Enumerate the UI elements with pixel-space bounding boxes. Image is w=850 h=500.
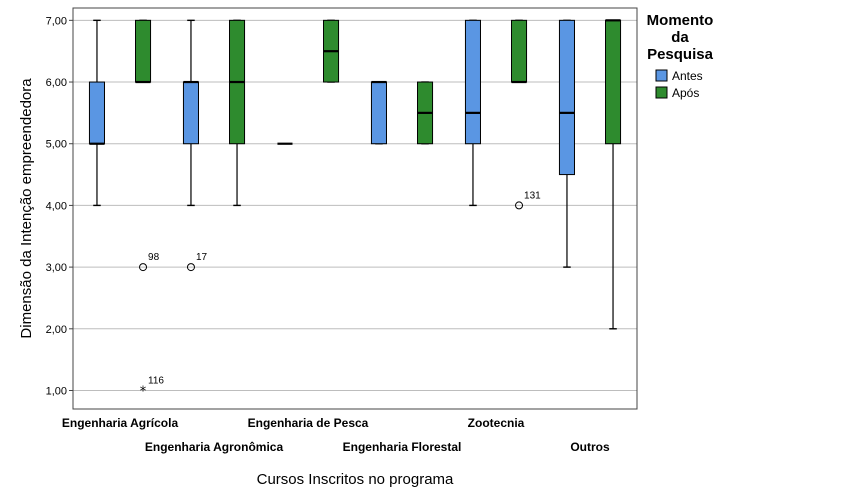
plot-frame	[72, 7, 638, 410]
outlier-label: 98	[148, 252, 160, 263]
outliers: 98 *116 17 131	[139, 190, 541, 399]
box-antes-4	[464, 19, 481, 207]
box-antes-0	[88, 19, 105, 207]
x-category-label: Zootecnia	[468, 416, 525, 430]
legend-title-line: da	[671, 29, 689, 46]
outlier-star: *	[140, 384, 147, 399]
y-tick-label: 1,00	[46, 385, 67, 397]
box-após-0	[135, 19, 152, 84]
iqr-box	[135, 19, 152, 83]
y-tick-label: 4,00	[46, 200, 67, 212]
outlier-label: 17	[196, 252, 208, 263]
box-após-1	[229, 19, 246, 207]
x-category-labels: Engenharia Agrícola Engenharia Agronômica…	[62, 416, 610, 454]
x-axis-title: Cursos Inscritos no programa	[257, 471, 454, 488]
legend-title-line: Momento	[647, 12, 714, 29]
iqr-box	[370, 81, 387, 145]
y-tick-label: 2,00	[46, 324, 67, 336]
box-após-3	[417, 81, 434, 145]
legend: Momento da Pesquisa Antes Após	[647, 12, 714, 100]
iqr-box	[558, 19, 575, 176]
iqr-box	[464, 19, 481, 145]
outlier-label: 116	[148, 375, 164, 386]
box-antes-3	[370, 80, 387, 145]
y-tick-labels: 1,00 2,00 3,00 4,00 5,00 6,00 7,00	[46, 15, 73, 397]
gridlines	[73, 19, 637, 391]
y-axis-title: Dimensão da Intenção empreendedora	[18, 78, 35, 339]
x-category-label: Engenharia Florestal	[343, 440, 462, 454]
box-antes-5	[558, 19, 575, 268]
x-category-label: Engenharia Agronômica	[145, 440, 284, 454]
boxes	[88, 19, 622, 330]
legend-swatch-apos	[655, 86, 668, 99]
y-tick-label: 6,00	[46, 77, 67, 89]
outlier-circle	[515, 201, 524, 210]
legend-title-line: Pesquisa	[647, 46, 714, 63]
iqr-box	[511, 19, 528, 83]
legend-swatch-antes	[655, 69, 668, 82]
box-após-2	[323, 19, 340, 83]
legend-label-apos: Após	[672, 86, 699, 100]
outlier-label: 131	[524, 190, 541, 201]
x-category-label: Engenharia de Pesca	[248, 416, 369, 430]
iqr-box	[88, 81, 105, 145]
iqr-box	[605, 19, 622, 145]
outlier-circle	[186, 263, 195, 272]
x-category-label: Engenharia Agrícola	[62, 416, 179, 430]
y-tick-label: 7,00	[46, 15, 67, 27]
outlier-circle	[139, 263, 148, 272]
x-category-label: Outros	[570, 440, 610, 454]
box-após-4	[511, 19, 528, 84]
box-após-5	[605, 19, 622, 330]
y-tick-label: 3,00	[46, 262, 67, 274]
legend-label-antes: Antes	[672, 69, 703, 83]
box-antes-1	[182, 19, 199, 207]
iqr-box	[182, 81, 199, 145]
y-tick-label: 5,00	[46, 139, 67, 151]
